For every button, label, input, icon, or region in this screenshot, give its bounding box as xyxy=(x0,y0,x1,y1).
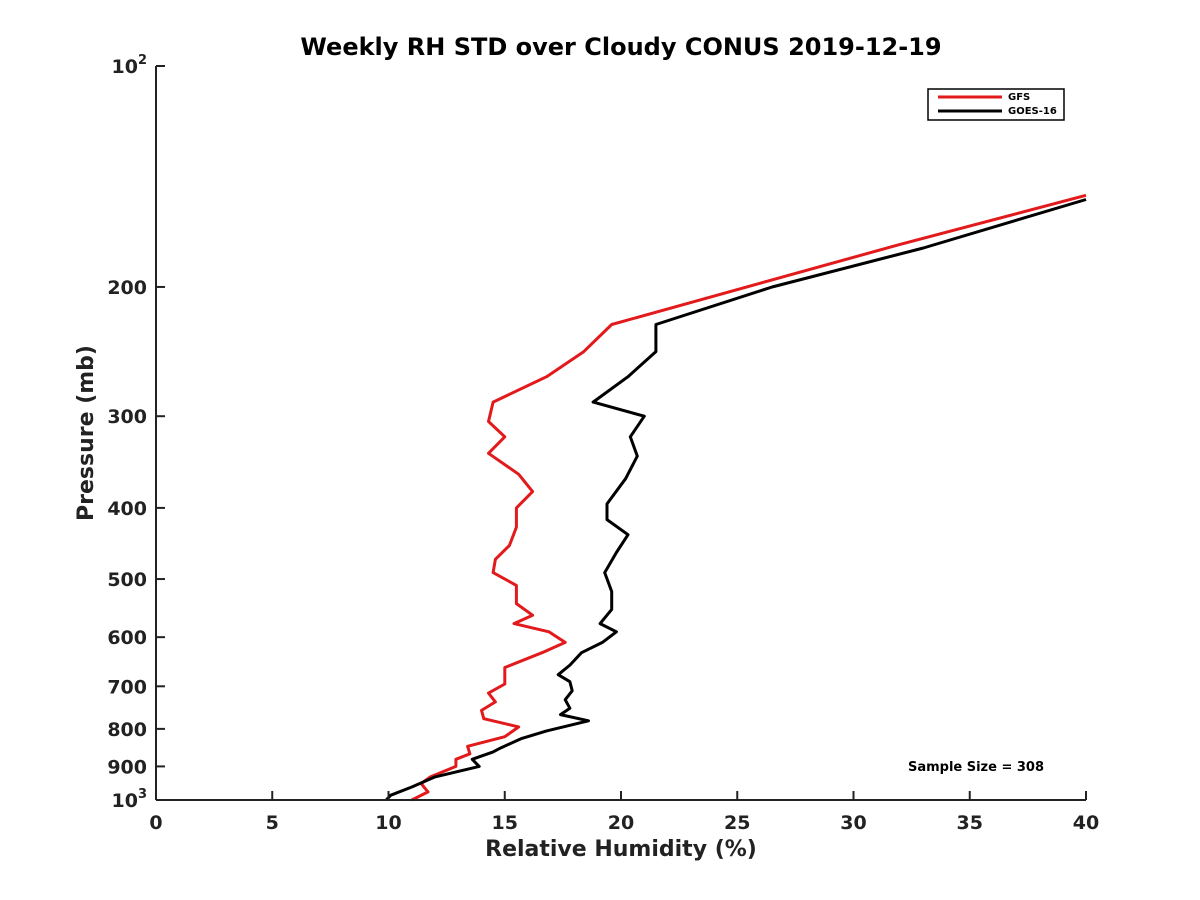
x-tick-label: 30 xyxy=(840,812,866,834)
y-tick-label: 900 xyxy=(107,756,147,778)
chart-title: Weekly RH STD over Cloudy CONUS 2019-12-… xyxy=(300,33,941,61)
sample-size-annotation: Sample Size = 308 xyxy=(908,760,1044,775)
y-ticks: 102 200 300 400 500 600 700 800 900 103 xyxy=(107,53,165,812)
y-axis-label: Pressure (mb) xyxy=(74,345,99,521)
legend-box xyxy=(927,88,1065,121)
series-line-gfs xyxy=(411,193,1087,802)
x-axis-label: Relative Humidity (%) xyxy=(485,837,757,862)
x-tick-label: 20 xyxy=(608,812,634,834)
x-tick-label: 15 xyxy=(492,812,518,834)
y-tick-label: 400 xyxy=(107,498,147,520)
x-tick-label: 25 xyxy=(724,812,750,834)
x-ticks: 0 5 10 15 20 25 30 35 40 xyxy=(149,791,1099,834)
legend-label-goes: GOES-16 xyxy=(1008,106,1057,117)
legend-label-gfs: GFS xyxy=(1008,92,1030,103)
y-tick-label: 102 xyxy=(112,53,148,78)
y-tick-label: 300 xyxy=(107,406,147,428)
x-tick-label: 35 xyxy=(957,812,983,834)
x-tick-label: 5 xyxy=(266,812,279,834)
y-tick-label: 103 xyxy=(112,787,148,812)
y-tick-label: 200 xyxy=(107,277,147,299)
y-tick-label: 700 xyxy=(107,676,147,698)
y-tick-label: 600 xyxy=(107,627,147,649)
y-tick-label: 500 xyxy=(107,569,147,591)
legend: GFS GOES-16 xyxy=(927,88,1065,121)
y-tick-label: 800 xyxy=(107,719,147,741)
x-tick-label: 10 xyxy=(375,812,401,834)
series-line-goes-16 xyxy=(385,198,1087,802)
x-tick-label: 40 xyxy=(1073,812,1099,834)
series-layer xyxy=(385,193,1087,802)
x-tick-label: 0 xyxy=(149,812,162,834)
